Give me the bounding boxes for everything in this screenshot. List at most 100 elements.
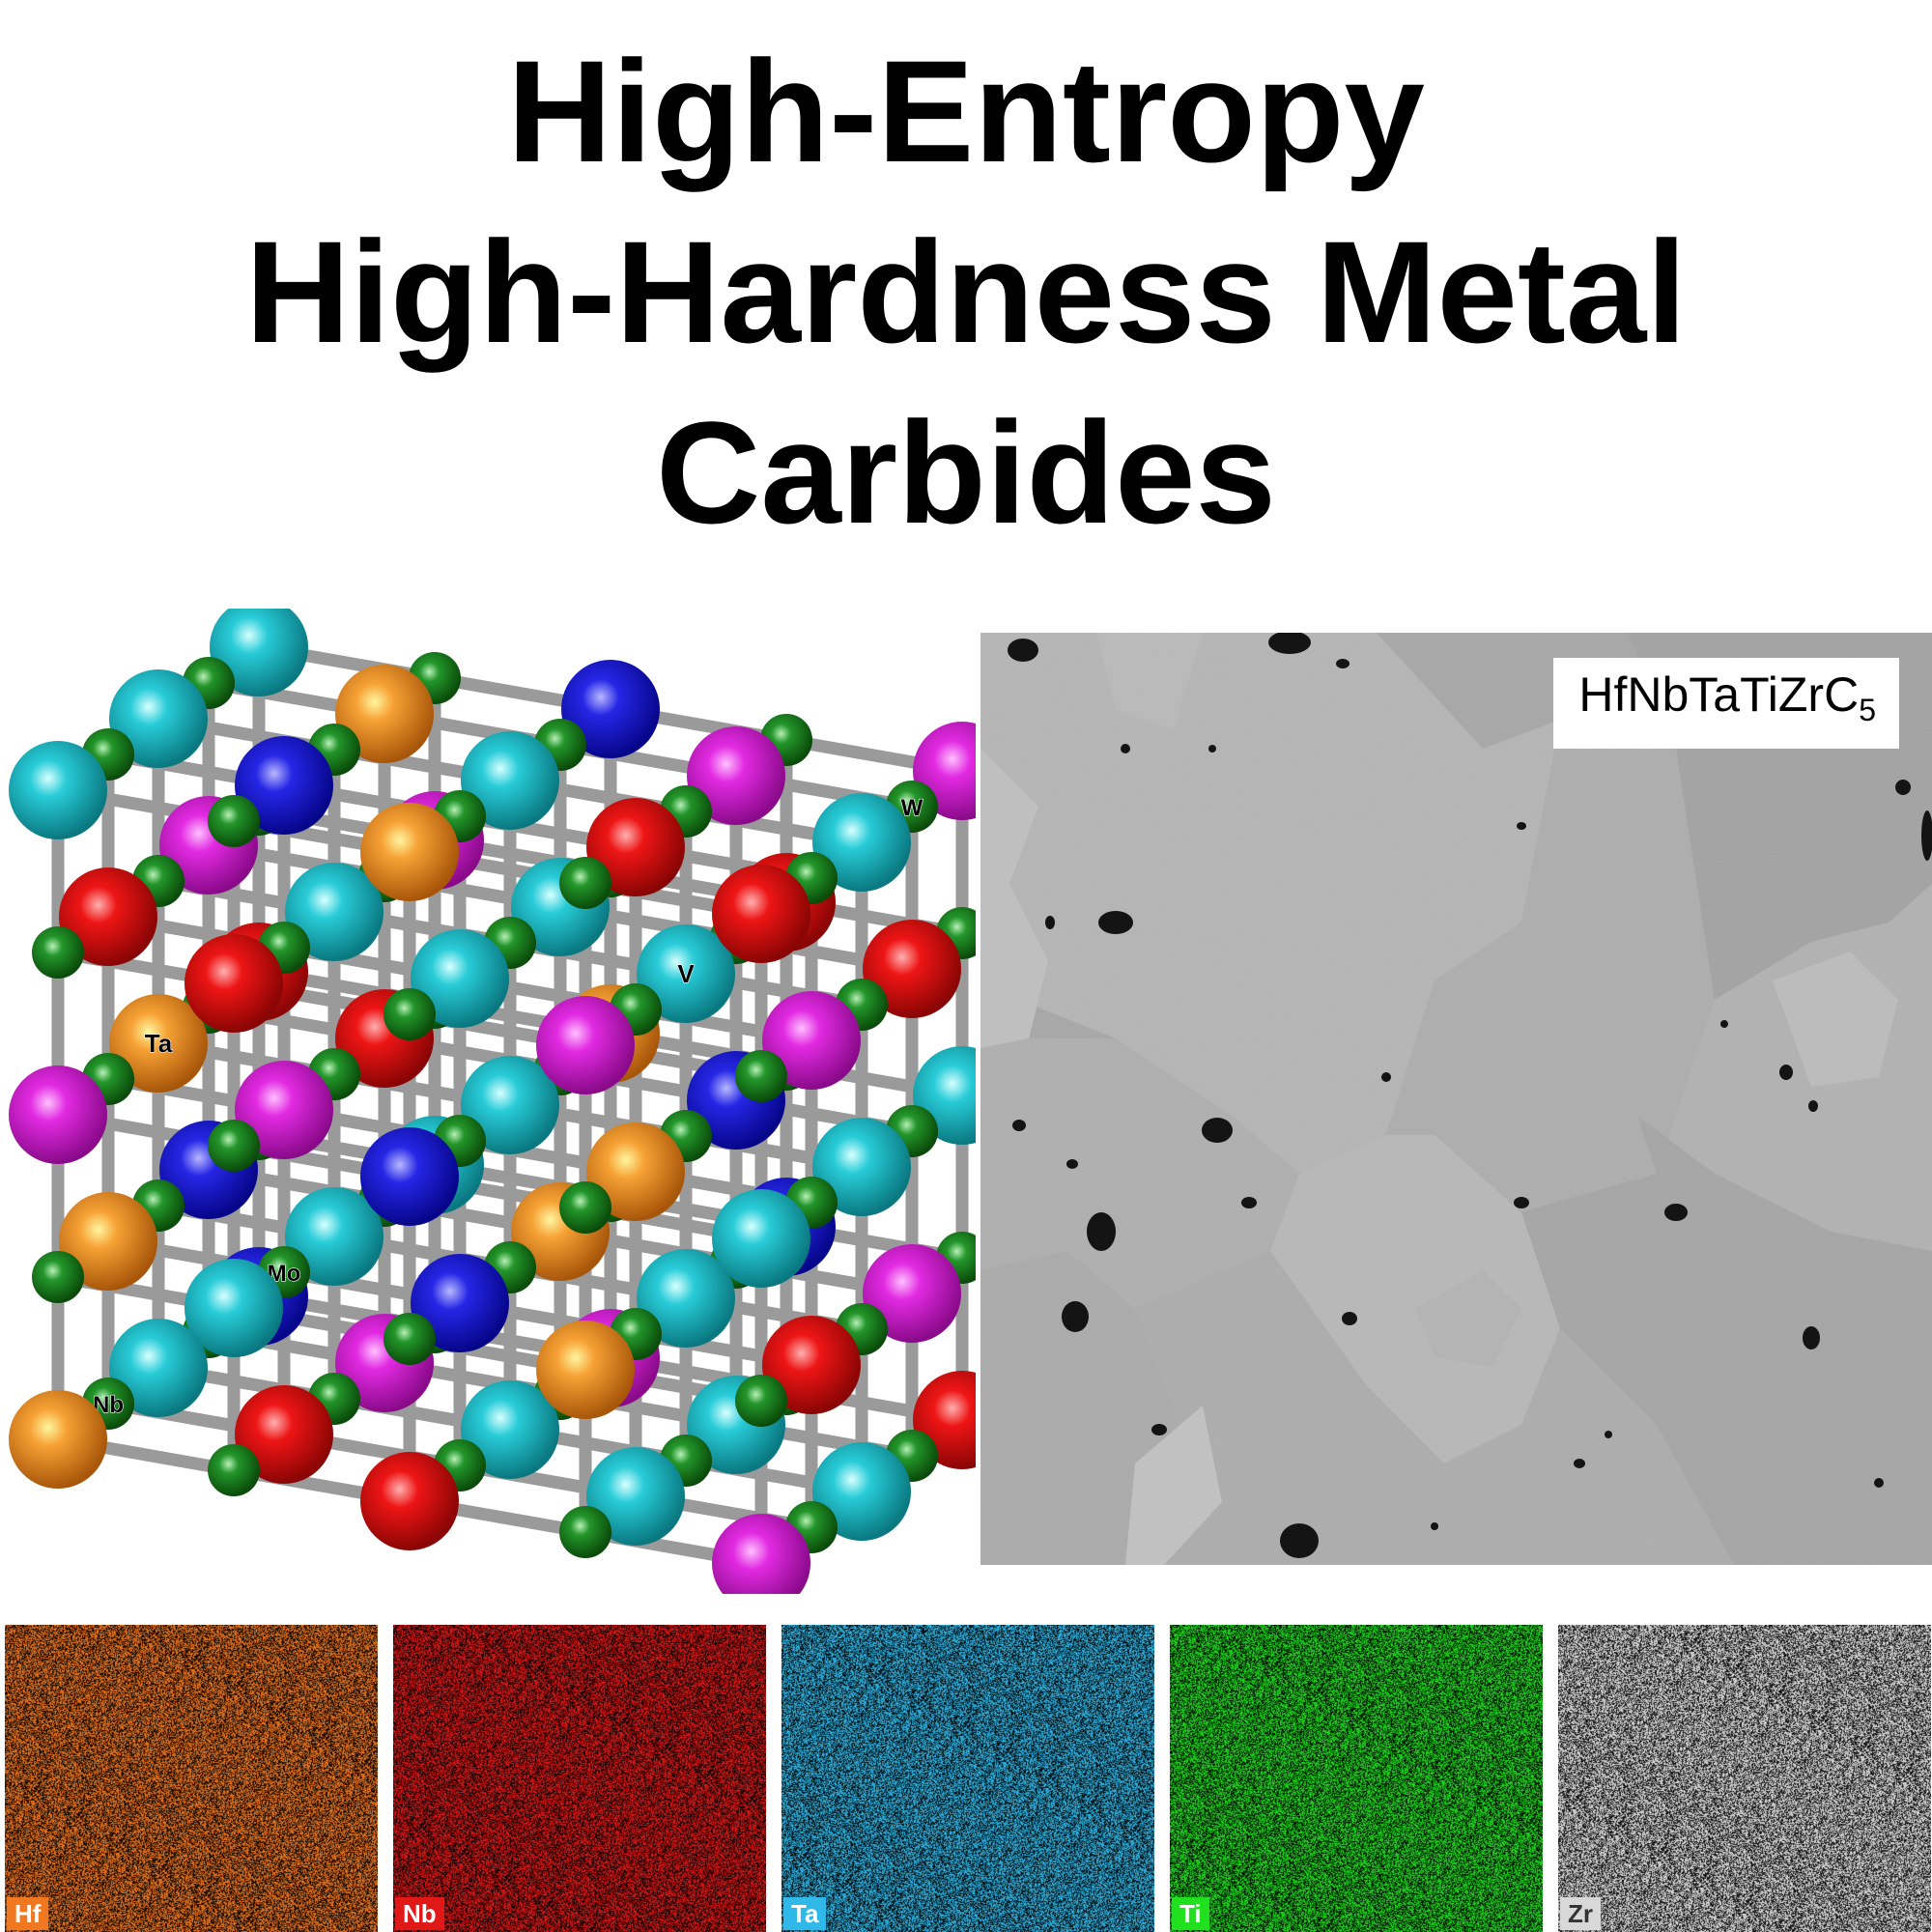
eds-element-maps: Hf Nb Ta Ti Zr [0,1625,1932,1932]
atom-sphere [185,934,283,1033]
metal-atom [109,1319,208,1417]
eds-map-ti: Ti [1170,1625,1543,1932]
sem-pores [1008,633,1932,1558]
metal-atom [109,669,208,768]
crystal-structure-illustration: CWTaVNbMo [9,609,976,1594]
atom-sphere [863,920,961,1018]
carbon-atom: Mo [258,1246,310,1298]
atom-sphere [59,1192,157,1291]
atom-sphere [637,1249,735,1348]
atom-sphere [812,793,911,892]
atom-sphere [208,795,260,847]
atom-sphere [208,1444,260,1496]
carbon-atom [208,1444,260,1496]
carbon-atom [32,1251,84,1303]
atom-sphere [285,1187,384,1286]
atom-label-mo: Mo [268,1261,301,1287]
atom-sphere [384,1313,436,1365]
metal-atom [411,929,509,1028]
metal-atom [637,1249,735,1348]
metal-atom [335,665,434,763]
atom-sphere [461,1056,559,1154]
metal-atom [59,867,157,966]
atom-sphere [536,1321,635,1419]
atom-sphere [712,1514,810,1594]
atom-sphere [712,865,810,963]
carbon-atom [384,988,436,1040]
atom-label-ta: Ta [145,1029,173,1058]
metal-atom [712,865,810,963]
atom-sphere [586,1122,685,1221]
atom-sphere [461,1380,559,1479]
metal-atom [59,1192,157,1291]
atom-sphere [59,867,157,966]
atom-sphere [384,988,436,1040]
metal-atom [762,1316,861,1414]
metal-atom [536,1321,635,1419]
atom-label-v: V [677,959,695,988]
eds-map-nb: Nb [393,1625,766,1932]
atom-sphere [461,731,559,830]
metal-atom [812,1442,911,1541]
atom-sphere [360,1452,459,1550]
eds-map-zr: Zr [1558,1625,1931,1932]
eds-map-nb-label: Nb [395,1897,444,1930]
atom-sphere [285,863,384,961]
metal-atom [360,1127,459,1226]
atom-sphere [210,609,308,696]
atom-sphere [360,1127,459,1226]
metal-atom [586,1122,685,1221]
metal-atom [863,920,961,1018]
metal-atom [586,1447,685,1546]
atom-sphere [559,857,611,909]
eds-map-hf-label: Hf [7,1897,49,1930]
atom-sphere [32,926,84,979]
metal-atom [9,1065,107,1164]
atom-sphere [360,803,459,901]
atom-sphere [9,741,107,839]
metal-atom [461,1380,559,1479]
metal-atom: Ta [109,994,208,1093]
atom-sphere [9,1390,107,1489]
eds-map-ti-image [1170,1625,1543,1932]
carbon-atom [208,795,260,847]
atom-sphere [863,1244,961,1343]
metal-atom [411,1254,509,1352]
atom-sphere [762,1316,861,1414]
atom-sphere [586,1447,685,1546]
metal-atom [461,1056,559,1154]
metal-atom [185,934,283,1033]
atom-sphere [536,996,635,1094]
atom-sphere [712,1189,810,1288]
atom-sphere [735,1050,787,1102]
metal-atom [561,660,660,758]
metal-atom [687,726,785,825]
eds-map-hf: Hf [5,1625,378,1932]
sample-formula-label: HfNbTaTiZrC5 [1553,658,1899,749]
atom-sphere [32,1251,84,1303]
lattice-atoms: CWTaVNbMo [9,609,976,1594]
atom-sphere [411,929,509,1028]
atom-sphere [335,665,434,763]
atom-sphere [637,924,735,1023]
metal-atom [812,793,911,892]
carbon-atom [735,1050,787,1102]
title-line-1: High-Entropy [507,30,1425,192]
atom-sphere [762,991,861,1090]
metal-atom [812,1118,911,1216]
metal-atom [210,609,308,696]
eds-map-ta-image [781,1625,1154,1932]
atom-sphere [109,1319,208,1417]
atom-sphere [235,736,333,835]
atom-sphere [559,1181,611,1234]
carbon-atom [559,857,611,909]
metal-atom [863,1244,961,1343]
atom-sphere [687,726,785,825]
atom-label-w: W [901,795,923,821]
metal-atom [9,741,107,839]
metal-atom [712,1189,810,1288]
atom-sphere [561,660,660,758]
metal-atom [536,996,635,1094]
metal-atom [762,991,861,1090]
metal-atom [235,1385,333,1484]
